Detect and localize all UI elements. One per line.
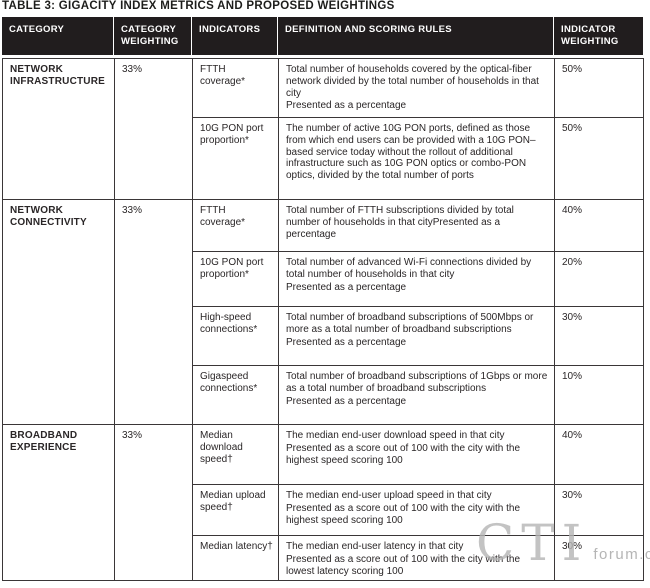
indicator-cell: Gigaspeed connections*	[192, 365, 279, 425]
category-cell: NETWORK CONNECTIVITY	[2, 199, 115, 425]
definition-paragraph: Total number of broadband subscriptions …	[286, 312, 534, 335]
definition-cell: Total number of households covered by th…	[278, 58, 555, 118]
category-weighting-cell: 33%	[114, 423, 193, 582]
definition-paragraph: Presented as a score out of 100 with the…	[286, 553, 521, 577]
category-cell: BROADBAND EXPERIENCE	[2, 423, 115, 582]
metrics-table: NETWORK INFRASTRUCTURE 33% FTTH coverage* T…	[2, 58, 644, 582]
page-title: TABLE 3: GIGACITY INDEX METRICS AND PROP…	[2, 0, 395, 12]
definition-cell: The median end-user upload speed in that…	[278, 484, 555, 536]
category-cell: NETWORK INFRASTRUCTURE	[2, 58, 115, 200]
indicator-cell: Median latency†	[192, 534, 279, 582]
definition-cell: The number of active 10G PON ports, defi…	[278, 117, 555, 200]
definition-paragraph: Presented as a score out of 100 with the…	[286, 442, 521, 466]
indicator-weighting-cell: 50%	[554, 58, 644, 118]
table-row: Median latency† The median end-user laten…	[3, 534, 644, 582]
definition-paragraph: Presented as a score out of 100 with the…	[286, 502, 521, 526]
definition-cell: The median end-user latency in that city…	[278, 534, 555, 582]
table-row: NETWORK INFRASTRUCTURE 33% FTTH coverage* T…	[2, 58, 644, 200]
table-row: BROADBAND EXPERIENCE 33% Median download s…	[2, 423, 644, 582]
table-row: 10G PON port proportion* The number of ac…	[3, 117, 644, 200]
table-body: NETWORK INFRASTRUCTURE 33% FTTH coverage* T…	[2, 58, 644, 582]
definition-paragraph: Presented as a percentage	[286, 100, 407, 112]
indicator-cell: High-speed connections*	[192, 306, 279, 366]
definition-cell: The median end-user download speed in th…	[278, 424, 555, 485]
indicator-weighting-cell: 30%	[554, 306, 644, 366]
definition-paragraph: The median end-user download speed in th…	[286, 430, 505, 441]
category-weighting-cell: 33%	[114, 58, 193, 200]
indicator-cell: FTTH coverage*	[192, 199, 279, 252]
header-cell-2: INDICATORS	[192, 17, 278, 55]
definition-paragraph: Presented as a percentage	[286, 336, 407, 348]
definition-cell: Total number of broadband subscriptions …	[278, 306, 555, 366]
definition-paragraph: Presented as a percentage	[286, 395, 407, 407]
definition-paragraph: Total number of households covered by th…	[286, 64, 539, 99]
indicator-cell: Median download speed†	[192, 424, 279, 485]
definition-cell: Total number of broadband subscriptions …	[278, 365, 555, 425]
header-cell-3: DEFINITION AND SCORING RULES	[278, 17, 554, 55]
header-cell-4: INDICATOR WEIGHTING	[554, 17, 643, 55]
indicator-weighting-cell: 30%	[554, 534, 644, 582]
table-row: Gigaspeed connections* Total number of br…	[3, 365, 644, 425]
indicator-cell: 10G PON port proportion*	[192, 251, 279, 307]
definition-cell: Total number of advanced Wi-Fi connectio…	[278, 251, 555, 307]
definition-paragraph: The number of active 10G PON ports, defi…	[286, 123, 536, 182]
table-row: NETWORK CONNECTIVITY 33% FTTH coverage* Tot…	[2, 199, 644, 425]
header-cell-0: CATEGORY	[2, 17, 114, 55]
indicator-weighting-cell: 30%	[554, 484, 644, 536]
table-row: 10G PON port proportion* Total number of …	[3, 251, 644, 307]
header-cell-1: CATEGORY WEIGHTING	[114, 17, 192, 55]
definition-paragraph: The median end-user latency in that city	[286, 541, 464, 552]
indicator-cell: 10G PON port proportion*	[192, 117, 279, 200]
indicator-weighting-cell: 40%	[554, 424, 644, 485]
table-header: CATEGORY CATEGORY WEIGHTING INDICATORS DEFI…	[2, 17, 643, 55]
indicator-weighting-cell: 40%	[554, 199, 644, 252]
definition-paragraph: Presented as a percentage	[286, 281, 407, 293]
category-weighting-cell: 33%	[114, 199, 193, 425]
table-row: Median upload speed† The median end-user …	[3, 484, 644, 536]
indicator-cell: FTTH coverage*	[192, 58, 279, 118]
definition-paragraph: Total number of FTTH subscriptions divid…	[286, 205, 514, 240]
indicator-weighting-cell: 20%	[554, 251, 644, 307]
definition-paragraph: Total number of broadband subscriptions …	[286, 371, 548, 394]
indicator-weighting-cell: 50%	[554, 117, 644, 200]
table-row: High-speed connections* Total number of b…	[3, 306, 644, 366]
definition-paragraph: Total number of advanced Wi-Fi connectio…	[286, 257, 532, 280]
indicator-weighting-cell: 10%	[554, 365, 644, 425]
definition-paragraph: The median end-user upload speed in that…	[286, 490, 492, 501]
indicator-cell: Median upload speed†	[192, 484, 279, 536]
definition-cell: Total number of FTTH subscriptions divid…	[278, 199, 555, 252]
